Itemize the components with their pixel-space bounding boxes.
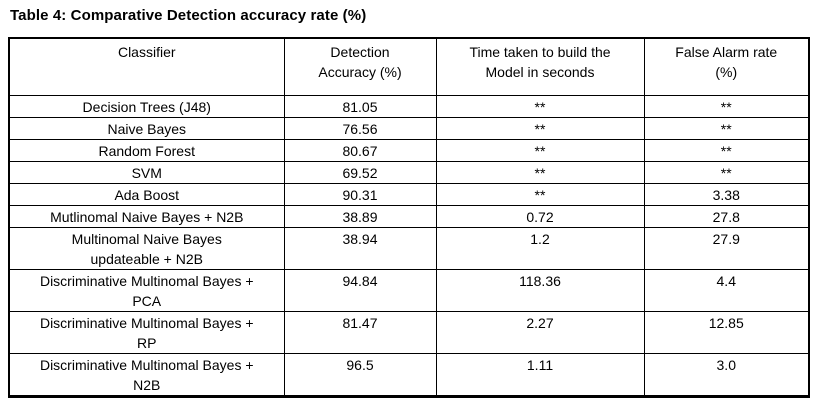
detection-accuracy-table: Classifier Detection Accuracy (%) Time t… — [8, 37, 810, 398]
cell-false-alarm: ** — [643, 161, 810, 184]
table-row: Discriminative Multinomal Bayes + RP 81.… — [8, 311, 810, 354]
cell-accuracy: 90.31 — [283, 183, 437, 206]
header-classifier: Classifier — [8, 37, 285, 96]
cell-classifier: Ada Boost — [8, 183, 285, 206]
cell-accuracy: 81.47 — [283, 311, 437, 354]
table-row: Random Forest 80.67 ** ** — [8, 139, 810, 162]
cell-accuracy: 81.05 — [283, 95, 437, 118]
cell-accuracy: 80.67 — [283, 139, 437, 162]
cell-accuracy: 76.56 — [283, 117, 437, 140]
cell-false-alarm: 3.38 — [643, 183, 810, 206]
cell-time: ** — [435, 117, 645, 140]
table-row: SVM 69.52 ** ** — [8, 161, 810, 184]
cell-time: ** — [435, 139, 645, 162]
cell-classifier: Random Forest — [8, 139, 285, 162]
cell-classifier: Discriminative Multinomal Bayes + RP — [8, 311, 285, 354]
cell-accuracy: 96.5 — [283, 353, 437, 397]
cell-accuracy: 38.94 — [283, 227, 437, 270]
cell-classifier: Discriminative Multinomal Bayes + PCA — [8, 269, 285, 312]
table-row: Naive Bayes 76.56 ** ** — [8, 117, 810, 140]
table-row: Discriminative Multinomal Bayes + PCA 94… — [8, 269, 810, 312]
table-row: Ada Boost 90.31 ** 3.38 — [8, 183, 810, 206]
cell-false-alarm: ** — [643, 95, 810, 118]
table-row: Mutlinomal Naive Bayes + N2B 38.89 0.72 … — [8, 205, 810, 228]
cell-false-alarm: ** — [643, 117, 810, 140]
table-body: Decision Trees (J48) 81.05 ** ** Naive B… — [8, 95, 810, 397]
cell-time: 1.11 — [435, 353, 645, 397]
cell-false-alarm: ** — [643, 139, 810, 162]
cell-accuracy: 69.52 — [283, 161, 437, 184]
header-detection-accuracy: Detection Accuracy (%) — [283, 37, 437, 96]
cell-accuracy: 94.84 — [283, 269, 437, 312]
cell-time: ** — [435, 95, 645, 118]
table-header: Classifier Detection Accuracy (%) Time t… — [8, 37, 810, 96]
table-caption: Table 4: Comparative Detection accuracy … — [10, 7, 367, 24]
cell-time: 0.72 — [435, 205, 645, 228]
cell-false-alarm: 27.9 — [643, 227, 810, 270]
cell-classifier: Mutlinomal Naive Bayes + N2B — [8, 205, 285, 228]
cell-time: ** — [435, 183, 645, 206]
header-time-taken: Time taken to build the Model in seconds — [435, 37, 645, 96]
cell-classifier: Decision Trees (J48) — [8, 95, 285, 118]
cell-classifier: Multinomal Naive Bayes updateable + N2B — [8, 227, 285, 270]
cell-false-alarm: 27.8 — [643, 205, 810, 228]
cell-false-alarm: 4.4 — [643, 269, 810, 312]
cell-accuracy: 38.89 — [283, 205, 437, 228]
cell-classifier: SVM — [8, 161, 285, 184]
table-row: Multinomal Naive Bayes updateable + N2B … — [8, 227, 810, 270]
cell-time: ** — [435, 161, 645, 184]
table-row: Decision Trees (J48) 81.05 ** ** — [8, 95, 810, 118]
cell-classifier: Discriminative Multinomal Bayes + N2B — [8, 353, 285, 397]
cell-classifier: Naive Bayes — [8, 117, 285, 140]
cell-time: 1.2 — [435, 227, 645, 270]
table-row: Discriminative Multinomal Bayes + N2B 96… — [8, 353, 810, 397]
cell-false-alarm: 3.0 — [643, 353, 810, 397]
header-false-alarm-rate: False Alarm rate (%) — [643, 37, 810, 96]
cell-time: 118.36 — [435, 269, 645, 312]
header-row: Classifier Detection Accuracy (%) Time t… — [8, 37, 810, 96]
cell-false-alarm: 12.85 — [643, 311, 810, 354]
cell-time: 2.27 — [435, 311, 645, 354]
